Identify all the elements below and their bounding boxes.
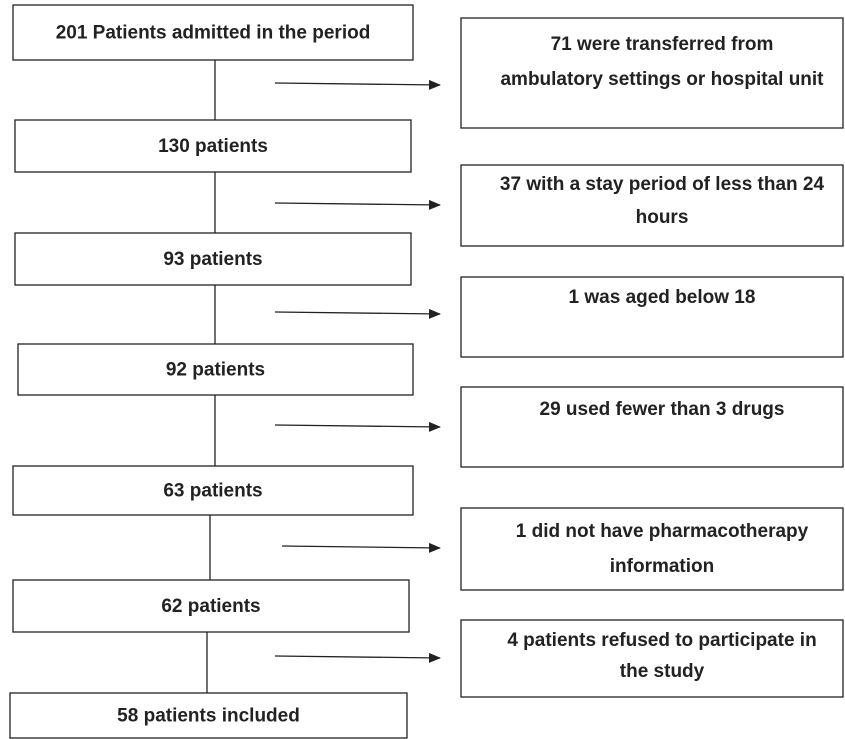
exclusion-label: 1 was aged below 18 xyxy=(569,287,756,308)
stage-box xyxy=(9,692,408,739)
stage-label: 62 patients xyxy=(161,596,260,617)
exclusion-label: 29 used fewer than 3 drugs xyxy=(540,399,785,420)
exclusion-label: ambulatory settings or hospital unit xyxy=(500,69,824,90)
stage-label: 201 Patients admitted in the period xyxy=(56,23,371,44)
arrow xyxy=(274,652,441,663)
stage-label: 63 patients xyxy=(163,481,262,502)
exclusion-box xyxy=(460,17,844,129)
exclusion-label: 71 were transferred from xyxy=(551,34,774,55)
exclusion-label: information xyxy=(610,556,715,577)
stage-label: 92 patients xyxy=(166,360,265,381)
exclusion-label: 4 patients refused to participate in xyxy=(507,630,816,651)
exclusion-label: hours xyxy=(636,207,689,228)
exclusion-label: 37 with a stay period of less than 24 xyxy=(500,174,825,195)
stage-box xyxy=(14,119,412,173)
arrow xyxy=(274,421,441,432)
stage-box xyxy=(17,343,414,396)
exclusion-box xyxy=(460,386,844,468)
stage-box xyxy=(12,465,414,516)
stage-box xyxy=(12,579,410,633)
arrow xyxy=(274,308,441,319)
stage-label: 58 patients included xyxy=(117,706,300,727)
stage-box xyxy=(14,232,412,286)
exclusion-label: 1 did not have pharmacotherapy xyxy=(516,521,809,542)
exclusion-box xyxy=(460,507,844,591)
arrow xyxy=(281,542,441,553)
arrow xyxy=(274,199,441,210)
exclusion-box xyxy=(460,276,844,358)
stage-box xyxy=(12,4,414,61)
arrow xyxy=(274,79,441,90)
exclusion-box xyxy=(460,619,844,698)
stage-label: 93 patients xyxy=(163,249,262,270)
stage-label: 130 patients xyxy=(158,136,268,157)
exclusion-box xyxy=(460,164,844,247)
exclusion-label: the study xyxy=(620,661,705,682)
